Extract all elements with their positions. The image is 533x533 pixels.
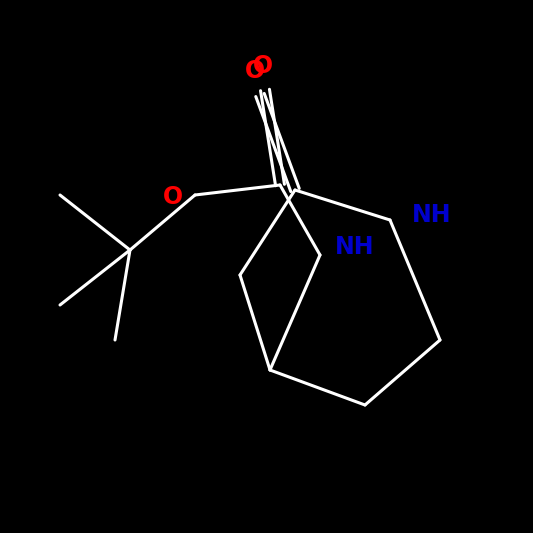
- Text: NH: NH: [412, 203, 451, 227]
- Text: O: O: [245, 59, 265, 83]
- Text: O: O: [253, 54, 273, 78]
- Text: O: O: [163, 185, 183, 209]
- Text: NH: NH: [335, 235, 375, 259]
